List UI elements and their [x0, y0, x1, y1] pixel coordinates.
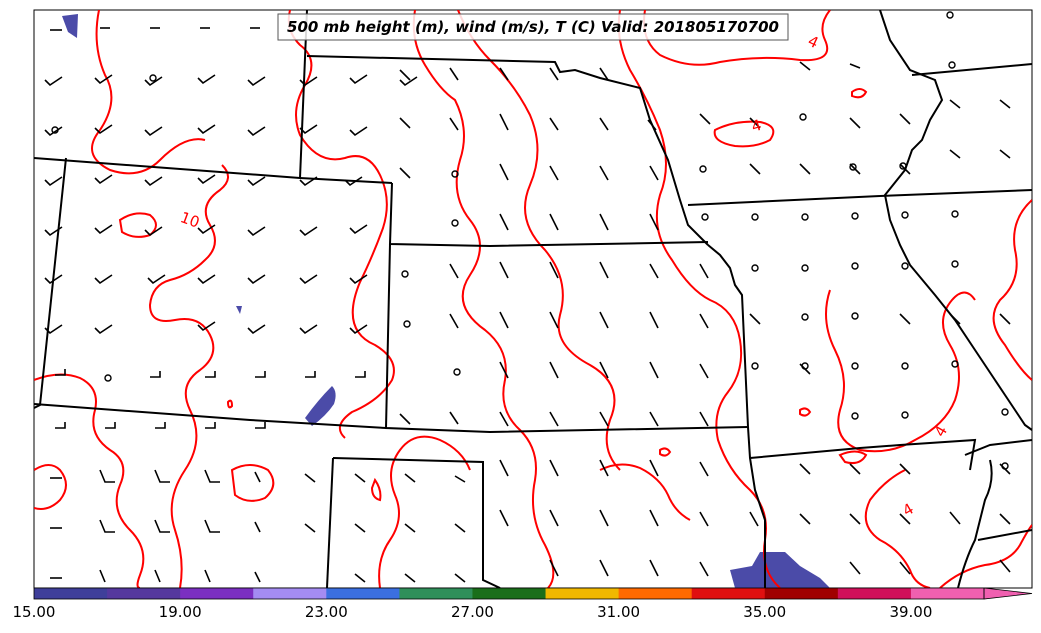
- colorbar-swatch: [837, 588, 912, 599]
- colorbar-tick-label: 15.00: [13, 603, 56, 621]
- colorbar-swatch: [691, 588, 766, 599]
- colorbar-tick-label: 39.00: [889, 603, 932, 621]
- title-box: [277, 13, 789, 41]
- state-boundaries: [34, 10, 1032, 588]
- wind-shading: [62, 14, 830, 588]
- colorbar-swatch: [472, 588, 547, 599]
- colorbar-swatch: [399, 588, 473, 599]
- colorbar-swatch: [910, 588, 985, 599]
- contour-label: 4: [750, 116, 764, 136]
- colorbar-swatch: [618, 588, 693, 599]
- colorbar-tick-label: 27.00: [451, 603, 494, 621]
- colorbar-swatch: [180, 588, 254, 599]
- colorbar-swatch: [545, 588, 620, 599]
- colorbar-swatch: [34, 588, 108, 599]
- calm-markers: [51, 11, 1009, 470]
- wind-barbs: [44, 21, 1011, 583]
- contour-label: 10: [178, 208, 202, 231]
- map-layers: [34, 10, 1032, 588]
- colorbar: [33, 587, 1033, 600]
- colorbar-swatch: [253, 588, 327, 599]
- colorbar-outline: [33, 587, 985, 600]
- colorbar-tick-label: 23.00: [305, 603, 348, 621]
- colorbar-tick-label: 31.00: [597, 603, 640, 621]
- colorbar-swatch: [326, 588, 400, 599]
- colorbar-extend-arrow: [983, 587, 1033, 600]
- colorbar-swatch: [764, 588, 839, 599]
- colorbar-tick-label: 35.00: [743, 603, 786, 621]
- colorbar-swatch: [107, 588, 181, 599]
- colorbar-tick-label: 19.00: [159, 603, 202, 621]
- map-title: 500 mb height (m), wind (m/s), T (C) Val…: [287, 18, 779, 36]
- colorbar-ticks: 15.00 19.00 23.00 27.00 31.00 35.00 39.00: [13, 603, 933, 621]
